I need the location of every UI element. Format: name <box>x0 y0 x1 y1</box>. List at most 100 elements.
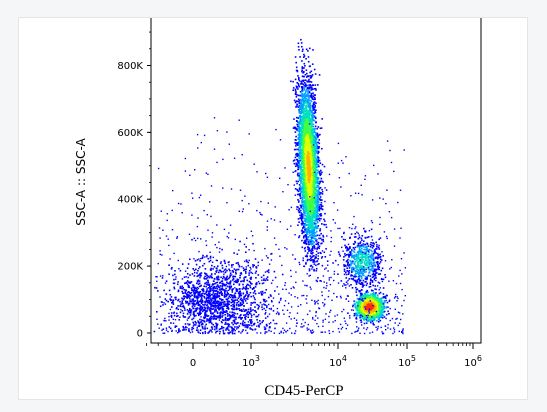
event-dot <box>302 191 304 193</box>
event-dot <box>318 159 321 162</box>
event-dot <box>305 131 307 134</box>
event-dot <box>313 138 316 141</box>
event-dot <box>313 140 316 143</box>
event-dot <box>302 162 305 165</box>
event-dot <box>308 232 311 234</box>
event-dot <box>316 181 318 184</box>
event-dot <box>298 188 301 191</box>
event-dot <box>302 115 304 117</box>
event-dot <box>307 164 309 166</box>
event-dot <box>299 139 301 141</box>
event-dot <box>380 302 382 304</box>
event-dot <box>297 137 300 139</box>
event-dot <box>306 239 308 241</box>
event-dot <box>314 182 317 185</box>
event-dot <box>309 204 312 207</box>
event-dot <box>304 200 306 202</box>
event-dot <box>303 179 305 182</box>
event-dot <box>294 56 297 58</box>
event-dot <box>302 129 305 131</box>
event-dot <box>313 235 315 238</box>
event-dot <box>308 104 310 107</box>
event-dot <box>371 319 374 322</box>
event-dot <box>307 126 310 129</box>
event-dot <box>298 221 300 223</box>
event-dot <box>315 201 317 203</box>
event-dot <box>299 172 301 174</box>
event-dot <box>301 118 304 120</box>
event-dot <box>311 188 314 190</box>
event-dot <box>305 110 308 112</box>
event-dot <box>300 109 303 111</box>
event-dot <box>307 228 309 231</box>
event-dot <box>314 210 317 213</box>
event-dot <box>308 90 311 93</box>
event-dot <box>304 157 307 159</box>
event-dot <box>310 212 312 215</box>
event-dot <box>320 232 322 235</box>
event-dot <box>309 133 312 135</box>
event-dot <box>304 228 306 230</box>
event-dot <box>300 142 302 145</box>
event-dot <box>303 186 306 188</box>
event-dot <box>304 186 307 189</box>
event-dot <box>313 135 316 138</box>
event-dot <box>297 160 299 163</box>
event-dot <box>317 241 320 244</box>
event-dot <box>382 293 385 295</box>
event-dot <box>315 178 317 181</box>
event-dot <box>315 212 317 215</box>
event-dot <box>305 206 308 209</box>
event-dot <box>310 174 312 176</box>
event-dot <box>305 189 307 192</box>
event-dot <box>318 198 321 200</box>
event-dot <box>312 138 315 140</box>
event-dot <box>307 246 309 249</box>
event-dot <box>314 125 317 128</box>
event-dot <box>370 320 372 323</box>
event-dot <box>306 127 308 129</box>
event-dot <box>300 191 302 194</box>
event-dot <box>313 115 316 118</box>
event-dot <box>305 183 308 186</box>
event-dot <box>301 126 303 129</box>
event-dot <box>371 309 373 312</box>
event-dot <box>309 222 311 224</box>
event-dot <box>310 217 312 219</box>
event-dot <box>295 180 298 183</box>
event-dot <box>313 194 316 196</box>
event-dot <box>313 300 316 302</box>
event-dot <box>306 186 308 188</box>
event-dot <box>300 170 302 172</box>
event-dot <box>304 223 307 225</box>
event-dot <box>322 234 324 237</box>
event-dot <box>298 125 301 128</box>
event-dot <box>359 310 362 312</box>
event-dot <box>301 87 304 90</box>
event-dot <box>300 128 302 130</box>
event-dot <box>295 100 298 102</box>
event-dot <box>302 179 305 181</box>
event-dot <box>309 110 312 112</box>
event-dot <box>309 80 311 83</box>
event-dot <box>304 131 306 134</box>
event-dot <box>309 152 312 154</box>
event-dot <box>384 296 386 299</box>
event-dot <box>304 234 307 236</box>
event-dot <box>305 107 307 109</box>
event-dot <box>313 96 316 99</box>
event-dot <box>307 191 310 193</box>
event-dot <box>304 156 307 158</box>
event-dot <box>318 245 321 247</box>
event-dot <box>300 98 302 101</box>
event-dot <box>353 313 356 315</box>
event-dot <box>304 86 306 89</box>
event-dot <box>310 215 312 218</box>
event-dot <box>307 159 310 161</box>
event-dot <box>297 106 300 108</box>
event-dot <box>309 159 312 162</box>
event-dot <box>310 201 313 204</box>
event-dot <box>298 163 300 166</box>
event-dot <box>315 102 317 105</box>
event-dot <box>309 172 312 174</box>
